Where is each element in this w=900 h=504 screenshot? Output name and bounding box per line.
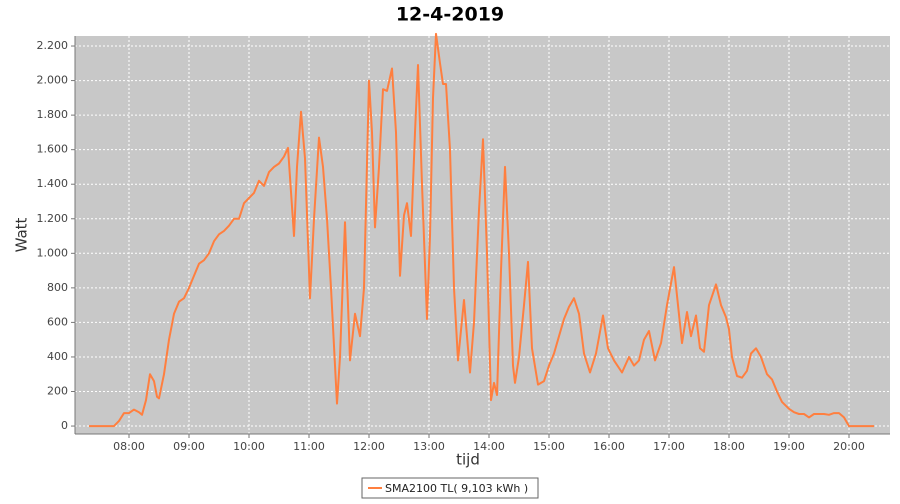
plot-area <box>75 36 890 434</box>
x-tick-label: 15:00 <box>533 440 565 453</box>
y-tick-label: 600 <box>47 315 68 328</box>
legend <box>361 477 539 499</box>
x-tick-label: 16:00 <box>593 440 625 453</box>
x-tick-label: 12:00 <box>353 440 385 453</box>
x-axis-label: tijd <box>456 451 480 469</box>
chart-title: 12-4-2019 <box>396 4 504 26</box>
y-tick-label: 2.000 <box>37 74 69 87</box>
y-axis-label: Watt <box>13 217 31 252</box>
x-tick-label: 18:00 <box>713 440 745 453</box>
y-tick-label: 1.800 <box>37 108 69 121</box>
x-tick-label: 10:00 <box>233 440 265 453</box>
x-tick-label: 20:00 <box>833 440 865 453</box>
x-tick-label: 13:00 <box>413 440 445 453</box>
y-tick-label: 1.200 <box>37 212 69 225</box>
x-tick-label: 14:00 <box>473 440 505 453</box>
y-tick-label: 0 <box>61 419 68 432</box>
y-tick-label: 400 <box>47 350 68 363</box>
y-tick-label: 1.600 <box>37 143 69 156</box>
y-tick-label: 1.400 <box>37 177 69 190</box>
x-tick-label: 08:00 <box>113 440 145 453</box>
x-tick-label: 17:00 <box>653 440 685 453</box>
x-tick-label: 09:00 <box>173 440 205 453</box>
y-tick-label: 800 <box>47 281 68 294</box>
legend-label: SMA2100 TL( 9,103 kWh ) <box>385 482 528 495</box>
y-tick-label: 2.200 <box>37 39 69 52</box>
y-tick-label: 200 <box>47 385 68 398</box>
y-tick-label: 1.000 <box>37 246 69 259</box>
x-tick-label: 19:00 <box>773 440 805 453</box>
x-tick-label: 11:00 <box>293 440 325 453</box>
line-series <box>89 32 874 428</box>
